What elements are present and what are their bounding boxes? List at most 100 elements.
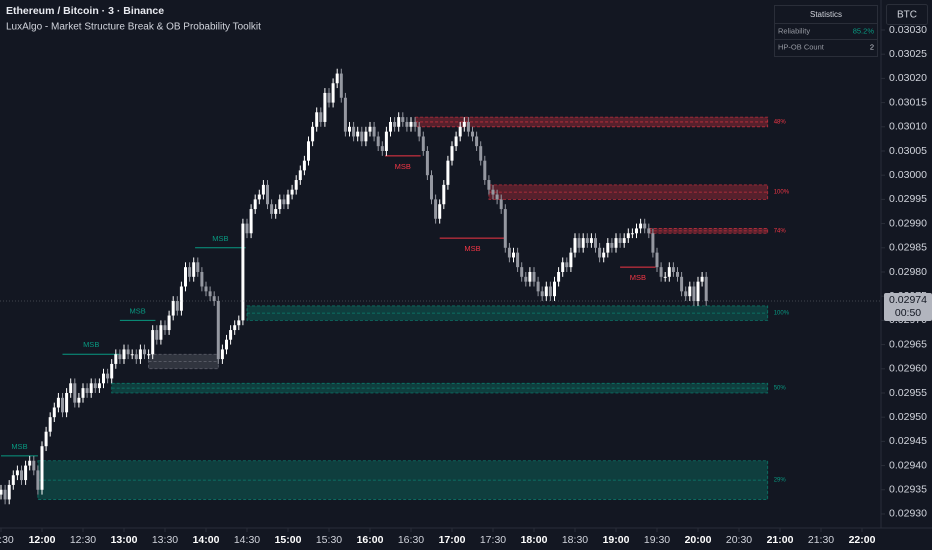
symbol-button[interactable]: BTC — [886, 4, 928, 25]
candle-body — [212, 296, 216, 302]
order-block-label: 100% — [774, 190, 790, 196]
x-tick-label: 20:00 — [685, 534, 712, 546]
candle-body — [630, 233, 634, 235]
candle-body — [360, 131, 364, 142]
y-tick-label: 0.02935 — [889, 484, 927, 496]
candle-body — [573, 238, 577, 253]
candle-body — [676, 271, 680, 277]
candle-body — [110, 363, 114, 379]
candle-body — [667, 267, 671, 277]
candle-body — [69, 383, 73, 393]
candle-body — [233, 325, 237, 331]
candle-body — [97, 383, 101, 389]
candle-body — [204, 286, 208, 292]
y-tick-label: 0.03025 — [889, 48, 927, 60]
candle-body — [7, 484, 11, 500]
candle-body — [372, 126, 376, 137]
candle-body — [610, 242, 614, 248]
y-tick-label: 0.02930 — [889, 508, 927, 520]
order-block-label: 29% — [774, 478, 787, 484]
y-tick-label: 0.03020 — [889, 72, 927, 84]
candle-body — [265, 184, 269, 205]
candle-body — [319, 112, 323, 122]
candle-body — [106, 373, 110, 379]
x-tick-label: 17:00 — [439, 534, 466, 546]
candle-body — [659, 267, 663, 277]
candle-body — [249, 209, 253, 234]
candle-body — [118, 354, 122, 360]
candle-body — [44, 431, 48, 447]
candle-body — [257, 194, 261, 200]
candle-body — [626, 233, 630, 239]
candle-body — [175, 301, 179, 311]
x-tick-label: 18:30 — [562, 534, 588, 546]
candle-body — [671, 267, 675, 272]
candle-body — [524, 276, 528, 282]
candle-body — [585, 238, 589, 243]
msb-label: MSB — [130, 306, 146, 315]
x-tick-label: 22:00 — [849, 534, 876, 546]
candle-body — [466, 121, 470, 132]
x-tick-label: 16:30 — [398, 534, 424, 546]
candle-body — [163, 325, 167, 331]
x-tick-label: 17:30 — [480, 534, 506, 546]
candle-body — [380, 146, 384, 151]
candle-body — [138, 349, 142, 360]
x-tick-label: 14:30 — [234, 534, 260, 546]
candle-body — [356, 131, 360, 137]
candle-body — [635, 228, 639, 234]
candle-body — [680, 276, 684, 292]
chart-subtitle: LuxAlgo - Market Structure Break & OB Pr… — [6, 22, 261, 33]
candle-body — [438, 204, 442, 219]
candle-body — [19, 470, 23, 481]
candle-body — [52, 407, 56, 418]
y-tick-label: 0.03015 — [889, 96, 927, 108]
table-cell: Reliability — [778, 26, 810, 35]
candle-body — [274, 209, 278, 214]
candle-body — [192, 262, 196, 277]
x-tick-label: 11:30 — [0, 534, 14, 546]
y-tick-label: 0.03000 — [889, 169, 927, 181]
candle-body — [245, 223, 249, 234]
table-frame — [774, 5, 878, 57]
candle-body — [483, 160, 487, 181]
candle-body — [536, 281, 540, 292]
candle-body — [56, 397, 60, 408]
candle-body — [183, 267, 187, 287]
candle-body — [475, 136, 479, 147]
button-label[interactable]: BTC — [897, 10, 917, 21]
candle-body — [544, 286, 548, 297]
candle-body — [639, 223, 643, 229]
candle-body — [142, 349, 146, 355]
order-block-label: 50% — [774, 386, 787, 392]
candle-body — [684, 291, 688, 297]
candle-body — [278, 199, 282, 210]
candle-body — [134, 354, 138, 360]
candle-body — [618, 238, 622, 243]
x-tick-label: 15:00 — [275, 534, 302, 546]
candle-body — [434, 199, 438, 219]
candle-body — [101, 373, 105, 384]
candle-body — [548, 286, 552, 297]
candle-body — [81, 388, 85, 398]
x-tick-label: 21:30 — [808, 534, 834, 546]
candle-body — [77, 397, 81, 403]
candle-body — [491, 189, 495, 195]
candle-body — [311, 126, 315, 142]
y-tick-label: 0.02940 — [889, 459, 927, 471]
candle-body — [200, 271, 204, 287]
candle-body — [151, 330, 155, 355]
last-price-label: 0.02974 — [889, 294, 927, 306]
candle-body — [655, 252, 659, 268]
x-tick-label: 12:30 — [70, 534, 96, 546]
candle-body — [421, 136, 425, 151]
y-tick-label: 0.03010 — [889, 121, 927, 133]
candle-body — [196, 262, 200, 272]
candle-body — [507, 247, 511, 258]
candle-body — [622, 238, 626, 243]
button-frame[interactable] — [886, 4, 928, 25]
msb-label: MSB — [395, 162, 411, 171]
candle-body — [651, 233, 655, 253]
candle-body — [122, 349, 126, 360]
